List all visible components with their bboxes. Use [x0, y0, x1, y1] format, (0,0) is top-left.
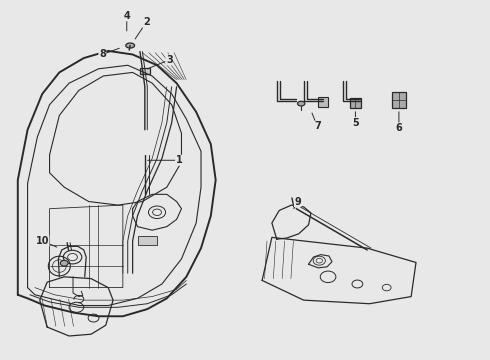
Bar: [392, 92, 406, 108]
Text: 1: 1: [147, 155, 182, 165]
Text: 8: 8: [99, 48, 119, 59]
Ellipse shape: [297, 101, 305, 106]
Text: 3: 3: [147, 55, 172, 69]
Bar: [318, 97, 328, 107]
Text: 10: 10: [35, 236, 57, 247]
Text: 5: 5: [352, 112, 359, 128]
Text: 9: 9: [294, 197, 301, 209]
Bar: [140, 68, 150, 74]
Ellipse shape: [60, 260, 68, 266]
Ellipse shape: [126, 43, 135, 48]
Text: 7: 7: [312, 113, 320, 131]
Text: 4: 4: [123, 11, 130, 31]
Bar: [350, 98, 361, 108]
Text: 2: 2: [135, 17, 149, 39]
Bar: [138, 235, 157, 244]
Text: 6: 6: [395, 112, 402, 133]
